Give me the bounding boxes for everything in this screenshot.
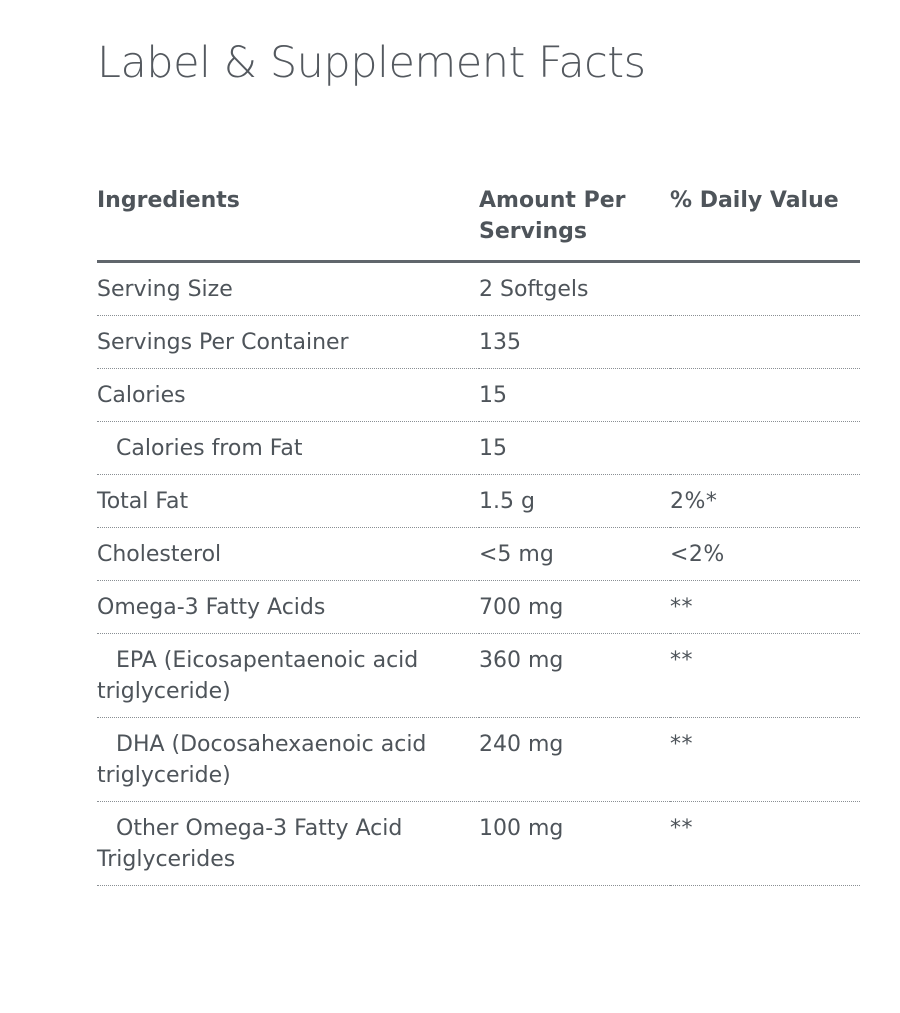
table-row: Calories from Fat 15 <box>97 421 860 475</box>
page-title: Label & Supplement Facts <box>97 38 646 88</box>
ingredient-amount: 100 mg <box>479 801 670 886</box>
ingredient-amount: 240 mg <box>479 717 670 802</box>
ingredient-daily-value <box>670 315 860 369</box>
ingredient-label: DHA (Docosahexaenoic acid triglyceride) <box>97 732 427 788</box>
ingredient-label: Other Omega-3 Fatty Acid Triglycerides <box>97 816 403 872</box>
ingredient-label: Serving Size <box>97 277 233 302</box>
table-row: Omega-3 Fatty Acids 700 mg ** <box>97 580 860 634</box>
table-row: Cholesterol <5 mg <2% <box>97 527 860 581</box>
ingredient-label: EPA (Eicosapentaenoic acid triglyceride) <box>97 648 419 704</box>
table-row: DHA (Docosahexaenoic acid triglyceride) … <box>97 717 860 802</box>
ingredient-daily-value <box>670 421 860 475</box>
header-amount-per-servings: Amount Per Servings <box>479 184 670 263</box>
table-row: Serving Size 2 Softgels <box>97 261 860 316</box>
ingredient-daily-value <box>670 261 860 316</box>
ingredient-daily-value: <2% <box>670 527 860 581</box>
ingredient-amount: <5 mg <box>479 527 670 581</box>
ingredient-name: Cholesterol <box>97 527 479 581</box>
ingredient-daily-value: ** <box>670 580 860 634</box>
ingredient-name: Calories from Fat <box>97 421 479 475</box>
ingredient-name: Omega-3 Fatty Acids <box>97 580 479 634</box>
ingredient-label: Cholesterol <box>97 542 222 567</box>
ingredient-amount: 1.5 g <box>479 474 670 528</box>
ingredient-label: Servings Per Container <box>97 330 349 355</box>
ingredient-amount: 2 Softgels <box>479 261 670 316</box>
ingredient-amount: 700 mg <box>479 580 670 634</box>
table-header-row: Ingredients Amount Per Servings % Daily … <box>97 184 860 263</box>
ingredient-amount: 15 <box>479 368 670 422</box>
table-row: EPA (Eicosapentaenoic acid triglyceride)… <box>97 633 860 718</box>
ingredient-label: Total Fat <box>97 489 189 514</box>
ingredient-amount: 360 mg <box>479 633 670 718</box>
table-row: Total Fat 1.5 g 2%* <box>97 474 860 528</box>
ingredient-daily-value: 2%* <box>670 474 860 528</box>
ingredient-name: Total Fat <box>97 474 479 528</box>
ingredient-name: Other Omega-3 Fatty Acid Triglycerides <box>97 801 479 886</box>
table-row: Other Omega-3 Fatty Acid Triglycerides 1… <box>97 801 860 886</box>
ingredient-amount: 135 <box>479 315 670 369</box>
ingredient-name: Calories <box>97 368 479 422</box>
ingredient-name: Serving Size <box>97 261 479 316</box>
ingredient-name: DHA (Docosahexaenoic acid triglyceride) <box>97 717 479 802</box>
table-row: Calories 15 <box>97 368 860 422</box>
ingredient-label: Calories <box>97 383 186 408</box>
ingredient-name: EPA (Eicosapentaenoic acid triglyceride) <box>97 633 479 718</box>
supplement-facts-table: Ingredients Amount Per Servings % Daily … <box>97 184 860 886</box>
ingredient-daily-value: ** <box>670 801 860 886</box>
ingredient-daily-value: ** <box>670 633 860 718</box>
ingredient-amount: 15 <box>479 421 670 475</box>
ingredient-label: Calories from Fat <box>116 436 303 461</box>
ingredient-daily-value <box>670 368 860 422</box>
ingredient-daily-value: ** <box>670 717 860 802</box>
ingredient-label: Omega-3 Fatty Acids <box>97 595 326 620</box>
ingredient-name: Servings Per Container <box>97 315 479 369</box>
header-ingredients: Ingredients <box>97 184 479 263</box>
table-row: Servings Per Container 135 <box>97 315 860 369</box>
header-daily-value: % Daily Value <box>670 184 860 263</box>
